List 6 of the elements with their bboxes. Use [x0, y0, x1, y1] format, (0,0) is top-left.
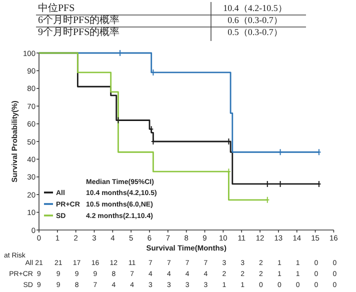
text: 中位PFS	[38, 2, 75, 14]
text: 9个月时PFS的概率	[38, 26, 120, 38]
text: 10.4（4.2-10.5）	[223, 3, 287, 13]
text: 0.6（0.3-0.7）	[228, 15, 282, 25]
text: 0.5（0.3-0.7）	[228, 27, 282, 37]
text: 6个月时PFS的概率	[38, 14, 120, 26]
